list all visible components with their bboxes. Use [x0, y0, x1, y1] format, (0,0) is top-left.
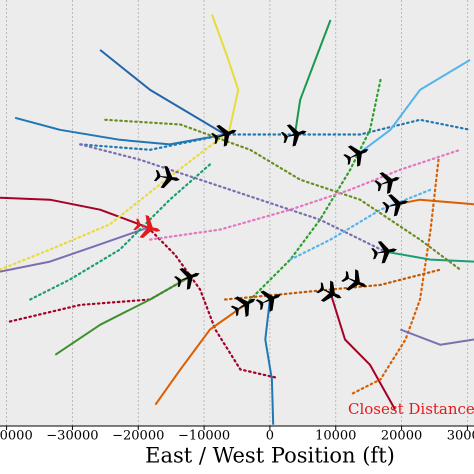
aircraft-marker: [316, 280, 342, 302]
trajectory: [0, 226, 149, 273]
trajectory: [349, 158, 440, 396]
x-tick-label: −30000: [46, 429, 98, 444]
plot-area: [0, 0, 474, 426]
trajectory: [29, 163, 212, 301]
aircraft: [133, 124, 409, 318]
trajectory: [54, 276, 189, 356]
trajectory: [99, 49, 226, 136]
aircraft-marker: [230, 296, 256, 318]
trajectory: [154, 304, 246, 406]
x-tick-label: −20000: [112, 429, 164, 444]
trajectory: [149, 148, 462, 241]
aircraft-marker: [280, 124, 307, 147]
aircraft-marker: [173, 267, 200, 290]
trajectory: [211, 14, 240, 135]
trajectory: [399, 328, 474, 346]
trajectory: [79, 143, 387, 253]
aircraft-marker: [343, 145, 369, 167]
x-tick-label: 30000: [447, 429, 474, 444]
trajectory: [329, 292, 396, 410]
x-tick-label: −10000: [178, 429, 230, 444]
x-tick-label: 10000: [315, 429, 356, 444]
trajectory: [0, 196, 149, 229]
aircraft-marker: [153, 165, 180, 189]
grid: [6, 0, 468, 426]
aircraft-marker: [341, 269, 367, 291]
trajectory: [147, 226, 277, 379]
x-tick-label: −40000: [0, 429, 33, 444]
trajectory: [0, 133, 227, 271]
trajectory: [289, 188, 432, 261]
trajectory: [104, 118, 462, 271]
trajectory: [384, 250, 474, 263]
annotation: Closest Distance: [348, 400, 474, 418]
aircraft-marker: [382, 194, 409, 217]
trajectory: [14, 116, 226, 146]
trajectory: [264, 299, 275, 425]
aircraft-marker: [210, 124, 237, 147]
x-axis-label: East / West Position (ft): [145, 444, 395, 468]
trajectory: [356, 59, 471, 156]
x-tick-label: 20000: [381, 429, 422, 444]
aircraft-marker: [371, 241, 398, 264]
x-tick-label: 0: [266, 429, 274, 444]
trajectory: [293, 19, 332, 135]
aircraft-marker: [255, 290, 281, 312]
aircraft-marker: [374, 172, 400, 194]
closest-aircraft: [133, 215, 161, 239]
